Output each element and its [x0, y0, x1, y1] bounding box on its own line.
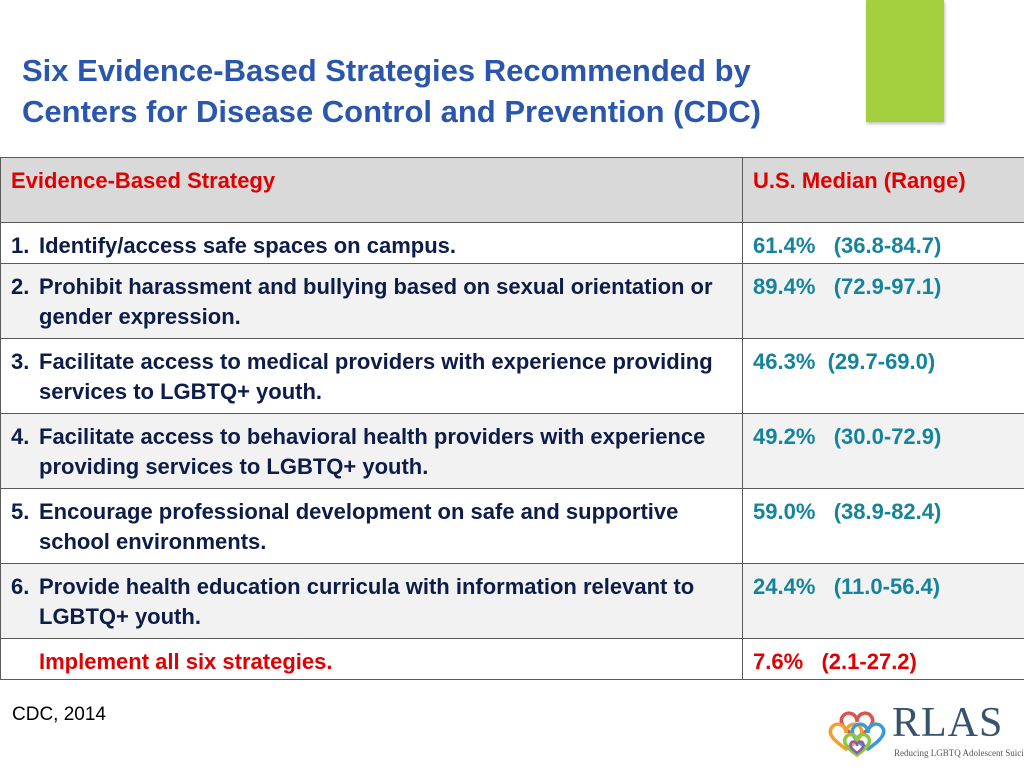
strategy-cell: 2. Prohibit harassment and bullying based… — [0, 263, 743, 339]
table-row-all: Implement all six strategies. 7.6% (2.1-… — [0, 638, 1024, 680]
strategy-cell: 5. Encourage professional development on … — [0, 488, 743, 564]
strategy-number: 6. — [11, 574, 30, 599]
interlocking-hearts-icon — [828, 711, 886, 758]
table-row: 4. Facilitate access to behavioral health… — [0, 413, 1024, 489]
median-cell: 46.3% (29.7-69.0) — [742, 338, 1024, 414]
median-cell: 61.4% (36.8-84.7) — [742, 222, 1024, 264]
strategies-table: Evidence-Based Strategy U.S. Median (Ran… — [0, 157, 1024, 680]
strategy-number: 2. — [11, 274, 30, 299]
slide-title: Six Evidence-Based Strategies Recommende… — [22, 53, 761, 129]
rlas-logo: RLAS Reducing LGBTQ Adolescent Suicide — [826, 700, 1024, 766]
table-row: 2. Prohibit harassment and bullying based… — [0, 263, 1024, 339]
strategy-text: Identify/access safe spaces on campus. — [39, 233, 456, 258]
strategy-cell: 6. Provide health education curricula wit… — [0, 563, 743, 639]
strategy-text: Facilitate access to behavioral health p… — [39, 424, 706, 479]
all-strategies-text: Implement all six strategies. — [39, 649, 333, 674]
strategy-cell: 3. Facilitate access to medical providers… — [0, 338, 743, 414]
all-median-cell: 7.6% (2.1-27.2) — [742, 638, 1024, 680]
strategy-text: Provide health education curricula with … — [39, 574, 695, 629]
strategy-cell: 1. Identify/access safe spaces on campus. — [0, 222, 743, 264]
table-header-row: Evidence-Based Strategy U.S. Median (Ran… — [0, 157, 1024, 223]
header-median: U.S. Median (Range) — [742, 157, 1024, 223]
median-cell: 59.0% (38.9-82.4) — [742, 488, 1024, 564]
table-row: 1. Identify/access safe spaces on campus.… — [0, 222, 1024, 264]
all-strategies-cell: Implement all six strategies. — [0, 638, 743, 680]
strategy-number: 3. — [11, 349, 30, 374]
strategy-text: Facilitate access to medical providers w… — [39, 349, 713, 404]
strategy-number: 1. — [11, 233, 30, 258]
strategy-number: 5. — [11, 499, 30, 524]
strategy-text: Prohibit harassment and bullying based o… — [39, 274, 713, 329]
table-row: 6. Provide health education curricula wit… — [0, 563, 1024, 639]
logo-tagline: Reducing LGBTQ Adolescent Suicide — [894, 748, 1024, 758]
median-cell: 49.2% (30.0-72.9) — [742, 413, 1024, 489]
strategy-text: Encourage professional development on sa… — [39, 499, 679, 554]
header-strategy: Evidence-Based Strategy — [0, 157, 743, 223]
logo-wordmark: RLAS — [892, 700, 1004, 746]
accent-bar — [866, 0, 944, 122]
table-row: 3. Facilitate access to medical providers… — [0, 338, 1024, 414]
table-row: 5. Encourage professional development on … — [0, 488, 1024, 564]
median-cell: 89.4% (72.9-97.1) — [742, 263, 1024, 339]
strategy-cell: 4. Facilitate access to behavioral health… — [0, 413, 743, 489]
citation: CDC, 2014 — [12, 704, 106, 725]
median-cell: 24.4% (11.0-56.4) — [742, 563, 1024, 639]
strategy-number: 4. — [11, 424, 30, 449]
